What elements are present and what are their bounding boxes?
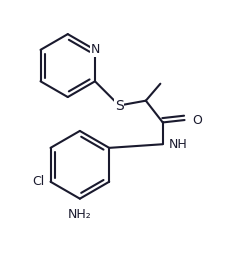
- Text: Cl: Cl: [32, 175, 45, 188]
- Text: NH: NH: [169, 138, 188, 151]
- Text: S: S: [115, 98, 124, 113]
- Text: N: N: [90, 43, 100, 56]
- Text: NH₂: NH₂: [68, 208, 92, 221]
- Text: O: O: [192, 114, 202, 126]
